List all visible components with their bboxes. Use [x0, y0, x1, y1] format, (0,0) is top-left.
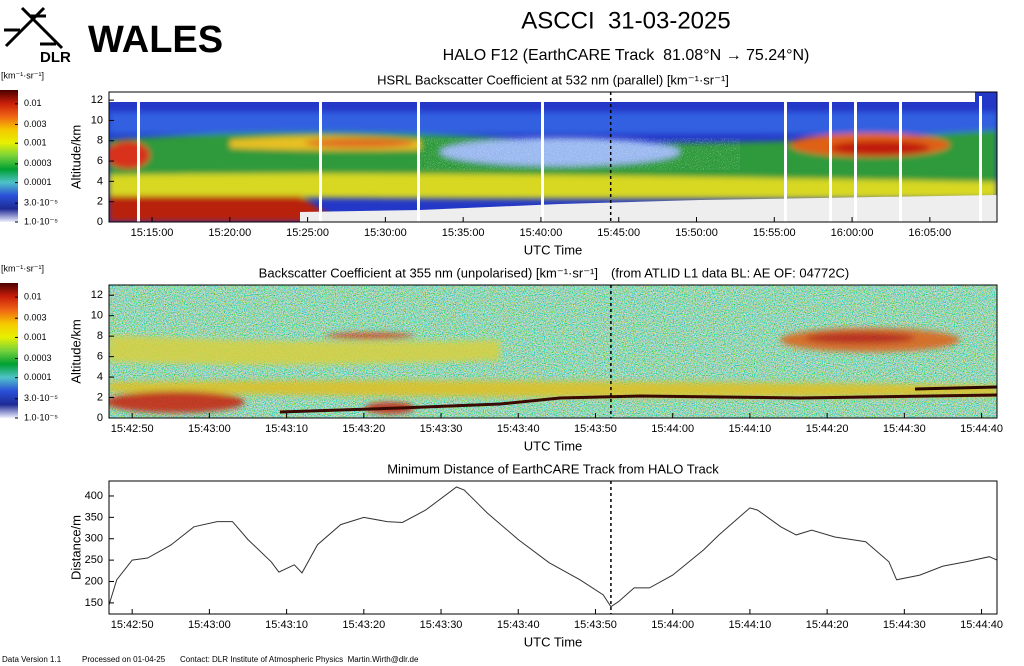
x-tick-label: 15:43:10 [265, 619, 308, 631]
y-tick-label: 4 [97, 175, 103, 187]
colorbar-tick-label: 0.0003 [24, 158, 52, 168]
x-tick-label: 15:44:40 [960, 423, 1003, 435]
x-tick-label: 15:43:40 [497, 619, 540, 631]
colorbar-tick-label: 0.01 [24, 292, 42, 302]
x-tick-label: 15:30:00 [364, 227, 407, 239]
plot-frame [108, 284, 998, 419]
footer-version: Data Version 1.1 [2, 655, 62, 664]
y-tick-label: 0 [97, 216, 103, 228]
panel-title: Backscatter Coefficient at 355 nm (unpol… [259, 265, 598, 280]
x-tick-label: 15:44:10 [728, 619, 771, 631]
x-tick-label: 16:00:00 [831, 227, 874, 239]
logo-text: DLR [40, 49, 71, 66]
x-tick-label: 15:44:20 [806, 423, 849, 435]
y-tick-label: 6 [97, 155, 103, 167]
x-tick-label: 15:15:00 [131, 227, 174, 239]
x-tick-label: 15:44:00 [651, 423, 694, 435]
x-tick-label: 15:43:40 [497, 423, 540, 435]
logo [4, 6, 64, 50]
x-tick-label: 15:42:50 [111, 423, 154, 435]
x-tick-label: 15:25:00 [286, 227, 329, 239]
colorbar-tick-label: 0.001 [24, 138, 47, 148]
y-tick-label: 350 [85, 511, 103, 523]
y-tick-label: 8 [97, 330, 103, 342]
x-axis-label: UTC Time [524, 242, 583, 257]
colorbar-tick-label: 3.0·10⁻⁵ [24, 393, 58, 403]
y-tick-label: 10 [91, 310, 103, 322]
y-tick-label: 2 [97, 391, 103, 403]
x-tick-label: 15:43:00 [188, 619, 231, 631]
x-tick-label: 15:55:00 [753, 227, 796, 239]
panel-title-note: (from ATLID L1 data BL: AE OF: 04772C) [611, 265, 849, 280]
subtitle: HALO F12 (EarthCARE Track 81.08°N → 75.2… [443, 47, 810, 64]
x-tick-label: 15:45:00 [597, 227, 640, 239]
x-tick-label: 15:43:20 [342, 423, 385, 435]
colorbar-tick-label: 0.001 [24, 332, 47, 342]
y-tick-label: 4 [97, 371, 103, 383]
x-tick-label: 15:44:10 [728, 423, 771, 435]
colorbar-tick-label: 0.01 [24, 98, 42, 108]
x-tick-label: 15:44:30 [883, 619, 926, 631]
y-tick-label: 300 [85, 533, 103, 545]
plot-frame [108, 480, 998, 615]
colorbar-tick-label: 0.003 [24, 313, 47, 323]
colorbar-tick-label: 0.003 [24, 119, 47, 129]
y-tick-label: 10 [91, 114, 103, 126]
colorbar-tick-label: 1.0·10⁻⁵ [24, 216, 58, 226]
curtain-355 [109, 285, 997, 418]
colorbar-tick-label: 0.0001 [24, 372, 52, 382]
x-axis-label: UTC Time [524, 438, 583, 453]
y-tick-label: 400 [85, 490, 103, 502]
footer-contact: Contact: DLR Institute of Atmospheric Ph… [180, 655, 419, 664]
footer-processed: Processed on 01-04-25 [82, 655, 166, 664]
x-axis-label: UTC Time [524, 634, 583, 649]
colorbar-label: [km⁻¹·sr⁻¹] [1, 263, 44, 273]
y-tick-label: 2 [97, 196, 103, 208]
colorbar-tick-label: 0.0003 [24, 353, 52, 363]
colorbar-tick-label: 1.0·10⁻⁵ [24, 412, 58, 422]
y-tick-label: 150 [85, 597, 103, 609]
x-tick-label: 15:43:30 [420, 619, 463, 631]
colorbar [0, 90, 18, 222]
title: ASCCI 31-03-2025 [521, 7, 730, 34]
y-axis-label: Altitude/km [68, 319, 83, 383]
x-tick-label: 15:44:40 [960, 619, 1003, 631]
plot-frame [108, 91, 998, 223]
x-tick-label: 15:44:00 [651, 619, 694, 631]
x-tick-label: 15:43:50 [574, 423, 617, 435]
y-tick-label: 0 [97, 412, 103, 424]
project-name: WALES [88, 19, 223, 61]
x-tick-label: 15:35:00 [442, 227, 485, 239]
x-tick-label: 15:42:50 [111, 619, 154, 631]
x-tick-label: 15:43:00 [188, 423, 231, 435]
y-tick-label: 6 [97, 351, 103, 363]
y-axis-label: Altitude/km [68, 125, 83, 189]
y-tick-label: 250 [85, 554, 103, 566]
x-tick-label: 15:43:30 [420, 423, 463, 435]
x-tick-label: 15:50:00 [675, 227, 718, 239]
curtain-532 [109, 92, 997, 222]
colorbar [0, 283, 18, 418]
panel-title: Minimum Distance of EarthCARE Track from… [387, 461, 719, 476]
y-axis-label: Distance/m [68, 515, 83, 580]
y-tick-label: 8 [97, 135, 103, 147]
panel-title: HSRL Backscatter Coefficient at 532 nm (… [377, 72, 729, 87]
x-tick-label: 15:44:20 [806, 619, 849, 631]
x-tick-label: 15:43:20 [342, 619, 385, 631]
colorbar-label: [km⁻¹·sr⁻¹] [1, 70, 44, 80]
colorbar-tick-label: 0.0001 [24, 177, 52, 187]
x-tick-label: 16:05:00 [908, 227, 951, 239]
x-tick-label: 15:43:10 [265, 423, 308, 435]
y-tick-label: 200 [85, 575, 103, 587]
y-tick-label: 12 [91, 289, 103, 301]
x-tick-label: 15:44:30 [883, 423, 926, 435]
x-tick-label: 15:40:00 [520, 227, 563, 239]
colorbar-tick-label: 3.0·10⁻⁵ [24, 198, 58, 208]
x-tick-label: 15:20:00 [208, 227, 251, 239]
y-tick-label: 12 [91, 94, 103, 106]
distance-line [108, 486, 998, 608]
x-tick-label: 15:43:50 [574, 619, 617, 631]
